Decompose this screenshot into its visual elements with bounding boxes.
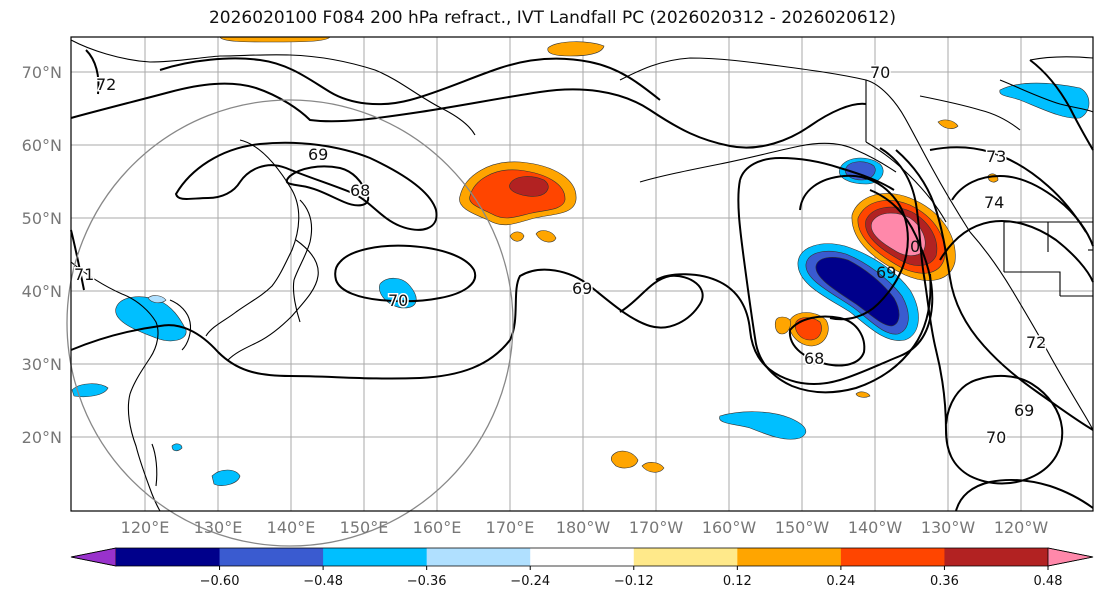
colorbar-tick-label: −0.48 [303, 574, 343, 589]
map-title: 2026020100 F084 200 hPa refract., IVT La… [208, 8, 896, 28]
colorbar-segment [737, 548, 842, 566]
contour-label: 69 [876, 263, 896, 282]
lon-label: 120°W [994, 518, 1049, 537]
contour-70-west [334, 244, 477, 303]
lat-label: 50°N [22, 209, 62, 228]
contour-label: 69 [308, 145, 328, 164]
map-panel: 69 68 70 69 68 69 70 73 74 71 72 0 69 70… [66, 36, 1094, 547]
lon-label: 130°E [194, 518, 243, 537]
contour-label: 70 [870, 63, 890, 82]
contour-label: 69 [1014, 401, 1034, 420]
lat-label: 30°N [22, 355, 62, 374]
colorbar-segment [219, 548, 324, 566]
colorbar-tick-label: 0.36 [930, 574, 959, 589]
colorbar-tick-label: −0.24 [510, 574, 550, 589]
shade-navy-goa [815, 257, 900, 327]
contour-68-west [285, 165, 370, 207]
contour-labels: 69 68 70 69 68 69 70 73 74 71 72 0 69 70… [73, 62, 1048, 449]
colorbar-segment [323, 548, 428, 566]
colorbar-segment [116, 548, 221, 566]
lon-label: 120°E [121, 518, 170, 537]
contour-label: 70 [986, 428, 1006, 447]
lon-label: 150°W [775, 518, 830, 537]
coast-alaska [619, 57, 971, 233]
colorbar-segment [633, 548, 738, 566]
contour-69-west [174, 141, 438, 231]
lat-label: 20°N [22, 428, 62, 447]
colorbar-frame [70, 547, 1094, 567]
colorbar-extend-low [70, 547, 117, 567]
colorbar-tick-label: −0.12 [614, 574, 654, 589]
geopotential-contours [70, 49, 1094, 512]
coast-japan [227, 239, 319, 361]
colorbar-segment [426, 548, 531, 566]
shade-pink-goa [870, 212, 926, 256]
contour-label: 70 [388, 291, 408, 310]
contour-north [70, 82, 867, 149]
contour-label: 71 [74, 265, 94, 284]
colorbar-tick-label: 0.12 [723, 574, 752, 589]
radius-circle [66, 99, 514, 547]
contour-label: 73 [986, 147, 1006, 166]
lon-label: 170°E [486, 518, 535, 537]
contour-label: 72 [1026, 333, 1046, 352]
colorbar-tick-label: 0.24 [826, 574, 855, 589]
lon-label: 150°E [340, 518, 389, 537]
lon-label: 160°E [413, 518, 462, 537]
gridlines [71, 37, 1093, 511]
lat-label: 60°N [22, 136, 62, 155]
coast-na-west [969, 231, 1094, 431]
shade-skyblue-korea [115, 296, 187, 342]
colorbar-tick-label: −0.60 [200, 574, 240, 589]
lat-label: 40°N [22, 282, 62, 301]
colorbar-tick-label: 0.48 [1034, 574, 1063, 589]
contour-label: 74 [984, 193, 1004, 212]
lon-label: 170°W [629, 518, 684, 537]
contour-68-east [788, 315, 866, 367]
contour-label: 68 [350, 181, 370, 200]
lon-label: 160°W [702, 518, 757, 537]
lon-label: 140°E [267, 518, 316, 537]
contour-label: 72 [96, 75, 116, 94]
colorbar-segment [530, 548, 635, 566]
lon-label: 180°W [556, 518, 611, 537]
colorbar: −0.60 −0.48 −0.36 −0.24 −0.12 0.12 0.24 0.36 0.4… [70, 547, 1094, 589]
colorbar-tick-label: −0.36 [407, 574, 447, 589]
contour-label: 68 [804, 349, 824, 368]
lon-label: 130°W [921, 518, 976, 537]
colorbar-segment [944, 548, 1049, 566]
lat-label: 70°N [22, 63, 62, 82]
lon-labels: 120°E 130°E 140°E 150°E 160°E 170°E 180°… [121, 518, 1049, 537]
lon-label: 140°W [848, 518, 903, 537]
colorbar-extend-high [1047, 547, 1094, 567]
ivt-shading [71, 36, 1090, 486]
contour-69-east [655, 189, 934, 386]
contour-label: 69 [572, 279, 592, 298]
coastlines [70, 39, 1094, 512]
contour-label: 0 [910, 237, 920, 256]
lat-labels: 20°N 30°N 40°N 50°N 60°N 70°N [22, 63, 62, 447]
colorbar-segment [840, 548, 945, 566]
